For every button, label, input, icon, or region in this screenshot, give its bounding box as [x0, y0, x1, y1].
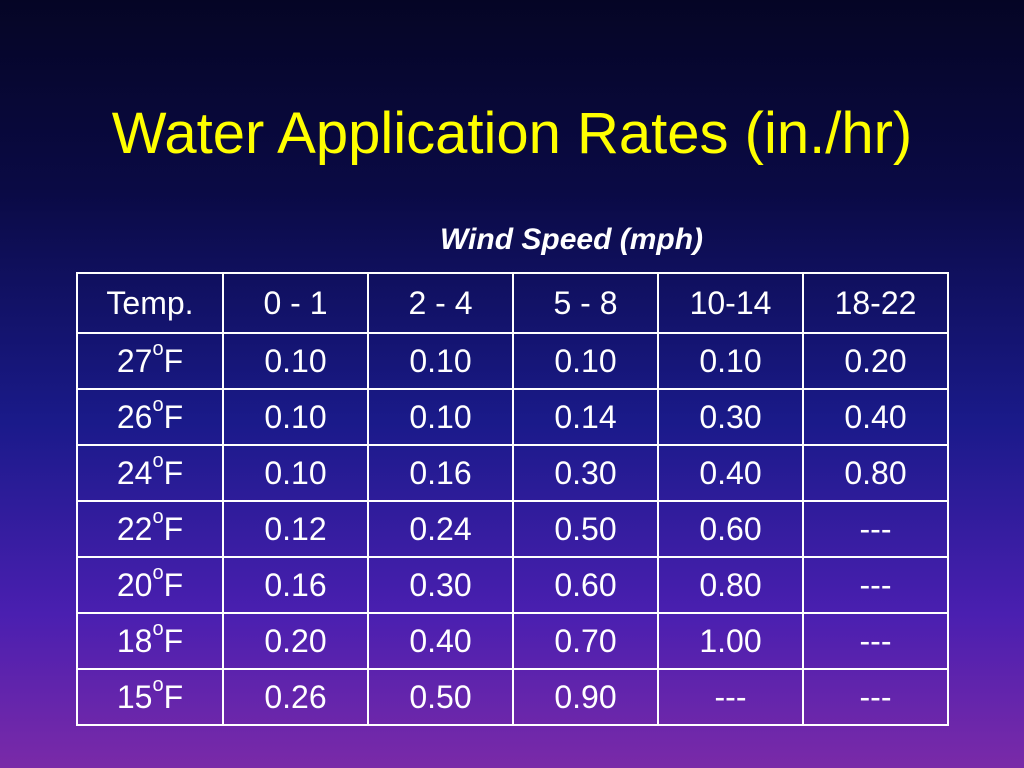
rate-cell: 0.10: [367, 388, 514, 446]
rate-cell: 1.00: [657, 612, 804, 670]
rate-cell: 0.50: [512, 500, 659, 558]
degree-symbol: o: [152, 450, 164, 472]
header-cell-wind-0-1: 0 - 1: [222, 272, 369, 334]
temp-value: 15: [116, 679, 153, 715]
table-row: 20oF 0.16 0.30 0.60 0.80 ---: [76, 556, 949, 614]
rate-cell: 0.12: [222, 500, 369, 558]
temp-cell: 22oF: [76, 500, 224, 558]
temp-unit: F: [163, 399, 184, 435]
rate-cell: 0.10: [222, 332, 369, 390]
table-row: 15oF 0.26 0.50 0.90 --- ---: [76, 668, 949, 726]
temp-value: 22: [116, 511, 153, 547]
rate-cell: 0.60: [512, 556, 659, 614]
table-row: 18oF 0.20 0.40 0.70 1.00 ---: [76, 612, 949, 670]
rate-cell: 0.26: [222, 668, 369, 726]
degree-symbol: o: [152, 674, 164, 696]
degree-symbol: o: [152, 618, 164, 640]
temp-cell: 18oF: [76, 612, 224, 670]
rate-cell: 0.30: [512, 444, 659, 502]
temp-cell: 24oF: [76, 444, 224, 502]
header-cell-wind-18-22: 18-22: [802, 272, 949, 334]
rate-cell: 0.10: [222, 388, 369, 446]
temp-cell: 27oF: [76, 332, 224, 390]
rate-cell: 0.80: [802, 444, 949, 502]
header-cell-wind-10-14: 10-14: [657, 272, 804, 334]
rate-cell: ---: [657, 668, 804, 726]
rate-cell: 0.16: [367, 444, 514, 502]
rate-cell: 0.20: [222, 612, 369, 670]
temp-value: 18: [116, 623, 153, 659]
temp-unit: F: [163, 455, 184, 491]
temp-unit: F: [163, 343, 184, 379]
rate-cell: 0.30: [657, 388, 804, 446]
table-subtitle: Wind Speed (mph): [440, 223, 704, 256]
rates-table: Temp. 0 - 1 2 - 4 5 - 8 10-14 18-22 27oF…: [76, 272, 949, 726]
rate-cell: 0.10: [367, 332, 514, 390]
temp-unit: F: [163, 623, 184, 659]
rate-cell: 0.14: [512, 388, 659, 446]
degree-symbol: o: [152, 562, 164, 584]
table-row: 26oF 0.10 0.10 0.14 0.30 0.40: [76, 388, 949, 446]
rate-cell: 0.70: [512, 612, 659, 670]
temp-value: 20: [116, 567, 153, 603]
temp-cell: 20oF: [76, 556, 224, 614]
temp-unit: F: [163, 511, 184, 547]
rate-cell: 0.80: [657, 556, 804, 614]
rate-cell: 0.60: [657, 500, 804, 558]
rate-cell: 0.40: [367, 612, 514, 670]
degree-symbol: o: [152, 338, 164, 360]
header-cell-wind-2-4: 2 - 4: [367, 272, 514, 334]
temp-value: 24: [116, 455, 153, 491]
rate-cell: 0.90: [512, 668, 659, 726]
temp-value: 27: [116, 343, 153, 379]
degree-symbol: o: [152, 506, 164, 528]
rate-cell: 0.10: [512, 332, 659, 390]
table-row: 22oF 0.12 0.24 0.50 0.60 ---: [76, 500, 949, 558]
rate-cell: 0.24: [367, 500, 514, 558]
rate-cell: 0.30: [367, 556, 514, 614]
rate-cell: ---: [802, 556, 949, 614]
table-row: 24oF 0.10 0.16 0.30 0.40 0.80: [76, 444, 949, 502]
rate-cell: 0.10: [657, 332, 804, 390]
rate-cell: 0.40: [657, 444, 804, 502]
temp-unit: F: [163, 679, 184, 715]
rate-cell: 0.20: [802, 332, 949, 390]
degree-symbol: o: [152, 394, 164, 416]
table-row: 27oF 0.10 0.10 0.10 0.10 0.20: [76, 332, 949, 390]
header-cell-temp: Temp.: [76, 272, 224, 334]
rate-cell: 0.10: [222, 444, 369, 502]
rate-cell: ---: [802, 612, 949, 670]
slide-title: Water Application Rates (in./hr): [111, 101, 913, 166]
rate-cell: ---: [802, 500, 949, 558]
temp-unit: F: [163, 567, 184, 603]
rate-cell: 0.50: [367, 668, 514, 726]
temp-value: 26: [116, 399, 153, 435]
table-header-row: Temp. 0 - 1 2 - 4 5 - 8 10-14 18-22: [76, 272, 949, 334]
temp-cell: 15oF: [76, 668, 224, 726]
rate-cell: 0.16: [222, 556, 369, 614]
rate-cell: ---: [802, 668, 949, 726]
temp-cell: 26oF: [76, 388, 224, 446]
header-cell-wind-5-8: 5 - 8: [512, 272, 659, 334]
rate-cell: 0.40: [802, 388, 949, 446]
